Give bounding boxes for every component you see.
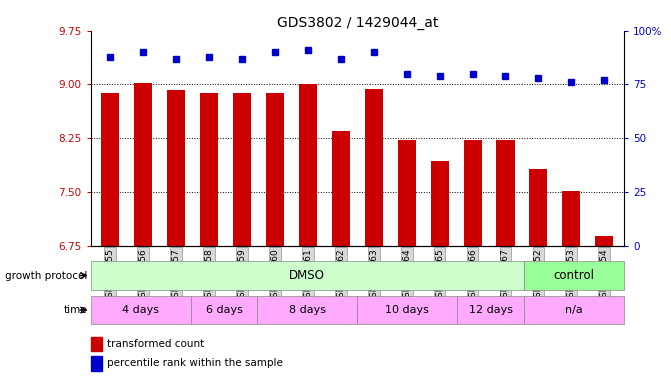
Bar bbox=[431, 161, 449, 246]
Text: n/a: n/a bbox=[565, 305, 583, 315]
Bar bbox=[464, 141, 482, 246]
Text: transformed count: transformed count bbox=[107, 339, 204, 349]
Bar bbox=[365, 89, 383, 246]
Text: growth protocol: growth protocol bbox=[5, 270, 87, 281]
Bar bbox=[524, 261, 624, 290]
Bar bbox=[134, 83, 152, 246]
Bar bbox=[167, 90, 185, 246]
Title: GDS3802 / 1429044_at: GDS3802 / 1429044_at bbox=[276, 16, 438, 30]
Text: 6 days: 6 days bbox=[205, 305, 242, 315]
Text: control: control bbox=[554, 269, 595, 282]
Bar bbox=[595, 237, 613, 246]
Text: time: time bbox=[64, 305, 87, 315]
Text: percentile rank within the sample: percentile rank within the sample bbox=[107, 358, 282, 368]
Bar bbox=[91, 296, 191, 324]
Text: DMSO: DMSO bbox=[289, 269, 325, 282]
Bar bbox=[101, 93, 119, 246]
Bar bbox=[191, 296, 257, 324]
Text: 10 days: 10 days bbox=[385, 305, 429, 315]
Bar bbox=[91, 356, 102, 371]
Bar bbox=[357, 296, 458, 324]
Bar bbox=[524, 296, 624, 324]
Bar bbox=[91, 261, 524, 290]
Bar bbox=[233, 93, 251, 246]
Bar bbox=[331, 131, 350, 246]
Bar bbox=[91, 337, 102, 351]
Text: 8 days: 8 days bbox=[289, 305, 326, 315]
Bar bbox=[266, 93, 284, 246]
Bar bbox=[529, 169, 548, 246]
Bar bbox=[398, 141, 416, 246]
Bar bbox=[200, 93, 218, 246]
Bar bbox=[458, 296, 524, 324]
Text: 12 days: 12 days bbox=[468, 305, 513, 315]
Bar bbox=[257, 296, 357, 324]
Text: 4 days: 4 days bbox=[122, 305, 159, 315]
Bar bbox=[497, 141, 515, 246]
Bar bbox=[299, 84, 317, 246]
Bar bbox=[562, 190, 580, 246]
